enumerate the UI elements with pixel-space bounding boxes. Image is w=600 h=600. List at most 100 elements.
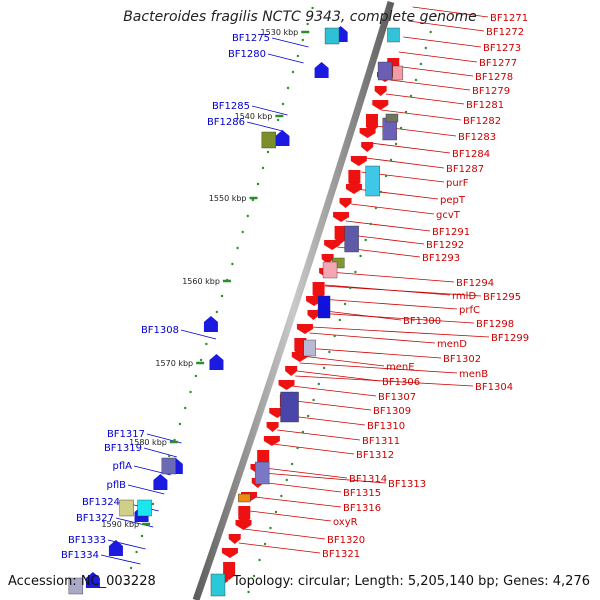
guide-dot [276, 118, 280, 122]
leader-line [100, 554, 141, 565]
gene-label-left: BF1333 [68, 535, 106, 546]
gene-label-right: BF1311 [362, 436, 400, 447]
guide-dot [322, 366, 326, 370]
leader-line [412, 6, 489, 18]
leader-line [370, 142, 451, 154]
leader-line [277, 429, 361, 441]
scale-tick-label: 1590 kbp [101, 520, 139, 529]
guide-dot [301, 38, 305, 42]
reverse-gene-arrow [235, 520, 252, 530]
guide-dot [419, 62, 423, 66]
scale-tick-label: 1540 kbp [235, 112, 273, 121]
guide-dot [359, 254, 362, 258]
leader-line [264, 467, 348, 479]
feature-box [280, 391, 299, 423]
guide-dot [369, 222, 372, 226]
gene-label-right: BF1291 [432, 227, 470, 238]
reverse-gene-arrow [285, 366, 298, 376]
gene-label-right: oxyR [333, 517, 358, 528]
forward-gene-arrow [203, 316, 218, 332]
gene-label-right: BF1312 [356, 450, 394, 461]
gene-label-right: BF1300 [403, 316, 441, 327]
guide-dot [281, 102, 285, 106]
guide-dot [424, 46, 428, 50]
leader-line [295, 375, 474, 387]
feature-box [303, 339, 316, 357]
leader-line [394, 65, 474, 77]
feature-box [322, 261, 338, 279]
reverse-gene-arrow [312, 282, 325, 300]
feature-box [365, 165, 380, 197]
topology-text: Topology: circular; Length: 5,205,140 bp… [232, 574, 590, 589]
leader-line [408, 20, 485, 32]
forward-gene-arrow [275, 130, 290, 146]
guide-dot [236, 246, 239, 250]
gene-label-right: BF1306 [382, 377, 420, 388]
guide-dot [389, 158, 393, 162]
leader-line [403, 36, 482, 48]
reverse-gene-arrow [266, 422, 279, 432]
feature-box [317, 295, 331, 319]
guide-dot [151, 502, 155, 506]
leader-line [365, 157, 445, 169]
guide-dot [429, 30, 432, 34]
gene-label-right: menE [386, 362, 415, 373]
gene-label-right: BF1279 [472, 86, 510, 97]
gene-label-right: BF1284 [452, 149, 490, 160]
reverse-gene-arrow [294, 338, 307, 356]
guide-dot [404, 110, 408, 114]
guide-dot [252, 574, 256, 578]
leader-line [238, 542, 321, 554]
guide-dot [269, 526, 272, 530]
gene-label-left: BF1275 [232, 33, 270, 44]
gene-label-right: BF1299 [491, 333, 529, 344]
gene-label-right: BF1282 [463, 116, 501, 127]
guide-dot [167, 454, 171, 458]
leader-line [311, 326, 490, 338]
guide-dot [394, 142, 398, 146]
gene-label-right: BF1294 [456, 278, 494, 289]
reverse-gene-arrow [221, 548, 238, 558]
guide-dot [354, 270, 357, 274]
guide-dot [205, 342, 208, 346]
guide-dot [140, 534, 144, 538]
feature-box [210, 573, 226, 597]
reverse-gene-arrow [365, 114, 378, 132]
feature-box [137, 499, 152, 517]
guide-dot [374, 206, 378, 210]
forward-gene-arrow [108, 540, 123, 556]
reverse-gene-arrow [307, 310, 320, 320]
guide-dot [379, 190, 383, 194]
map-title: Bacteroides fragilis NCTC 9343, complete… [123, 9, 477, 25]
leader-line [309, 332, 436, 344]
guide-dot [384, 174, 388, 178]
leader-line [398, 51, 478, 63]
gene-label-right: pepT [440, 195, 466, 206]
scale-tick-label: 1560 kbp [182, 277, 220, 286]
gene-label-right: menB [459, 369, 488, 380]
leader-line [271, 37, 309, 48]
guide-dot [291, 70, 295, 74]
leader-line [272, 443, 355, 455]
gene-label-right: BF1283 [458, 132, 496, 143]
reverse-gene-arrow [223, 562, 236, 580]
reverse-gene-arrow [339, 198, 352, 208]
feature-box [324, 27, 340, 45]
leader-line [287, 399, 372, 411]
gene-label-left: BF1308 [141, 325, 179, 336]
leader-line [345, 220, 431, 232]
reverse-gene-arrow [263, 436, 280, 446]
gene-label-right: BF1298 [476, 319, 514, 330]
leader-line [127, 484, 165, 495]
gene-features [68, 26, 404, 597]
leader-line [316, 309, 402, 321]
gene-label-left: BF1324 [82, 497, 120, 508]
guide-dot [414, 78, 418, 82]
leader-line [320, 298, 458, 310]
reverse-gene-arrow [359, 128, 376, 138]
leader-line [390, 79, 471, 91]
gene-label-right: BF1315 [343, 488, 381, 499]
guide-dot [135, 550, 138, 554]
guide-dot [194, 374, 198, 378]
reverse-gene-arrow [296, 324, 313, 334]
